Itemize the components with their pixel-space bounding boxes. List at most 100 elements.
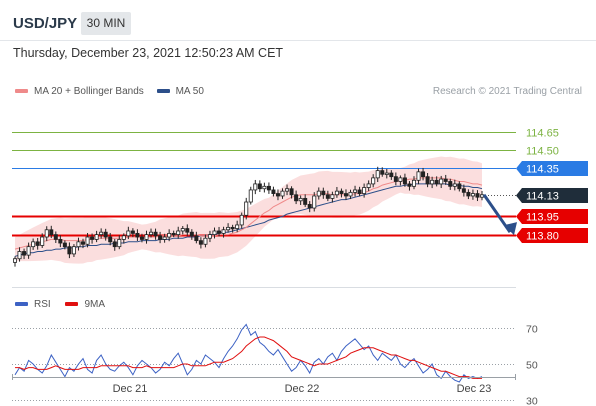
candle <box>407 181 412 191</box>
candle-body <box>130 230 135 234</box>
level-label-5: 113.80 <box>526 231 559 243</box>
candle <box>430 176 435 189</box>
candle-body <box>393 176 398 182</box>
candle <box>12 256 17 267</box>
candle <box>67 242 72 259</box>
candle-body <box>253 183 258 191</box>
candle-body <box>312 195 317 209</box>
candle <box>217 226 222 237</box>
candle <box>90 233 95 244</box>
candle-body <box>53 234 58 240</box>
candle-body <box>112 241 117 248</box>
candle <box>416 168 421 185</box>
bollinger-swatch-icon <box>15 89 28 94</box>
candle <box>162 233 167 243</box>
candle-body <box>421 171 426 178</box>
candle <box>189 229 194 240</box>
candle-body <box>457 183 462 190</box>
candle-body <box>334 190 339 196</box>
candle <box>40 233 45 248</box>
candle <box>275 189 280 201</box>
candle-body <box>434 179 439 185</box>
candle <box>198 237 203 249</box>
level-label-0: 114.65 <box>526 128 559 140</box>
candle <box>194 231 199 244</box>
candle <box>307 201 312 213</box>
candle-body <box>171 232 176 236</box>
candle <box>108 232 113 246</box>
candle <box>144 230 149 244</box>
candle <box>81 238 86 249</box>
candle <box>62 240 67 250</box>
candle <box>266 182 271 194</box>
candle <box>58 235 63 248</box>
candle-body <box>235 224 240 229</box>
candle-body <box>275 193 280 197</box>
candle <box>35 237 40 250</box>
candle-body <box>22 251 27 256</box>
candle-body <box>357 189 362 194</box>
candle <box>285 184 290 196</box>
legend-rsi-ma-label: 9MA <box>84 299 106 310</box>
candle-body <box>149 231 154 236</box>
candle-body <box>289 188 294 196</box>
candle-body <box>384 172 389 175</box>
ma50-line <box>14 183 483 257</box>
candle <box>289 186 294 199</box>
candle <box>180 226 185 235</box>
candle-body <box>398 177 403 182</box>
candle <box>149 228 154 238</box>
candle <box>421 167 426 181</box>
candle <box>411 176 416 190</box>
candle-body <box>67 246 72 255</box>
candle <box>99 228 104 239</box>
candle <box>253 179 258 195</box>
candle-body <box>466 191 471 197</box>
candle-body <box>248 189 253 203</box>
candle <box>85 233 90 248</box>
candle <box>443 174 448 185</box>
candle-body <box>321 190 326 196</box>
candle-body <box>176 230 181 236</box>
level-label-1: 114.50 <box>526 146 559 158</box>
candle-body <box>316 190 321 197</box>
candle-body <box>448 181 453 187</box>
candle-body <box>40 236 45 246</box>
candle <box>176 226 181 239</box>
candle <box>203 234 208 248</box>
candle <box>153 228 158 240</box>
candle <box>103 228 108 241</box>
bollinger-band <box>15 156 482 264</box>
candle-body <box>139 236 144 240</box>
candle-body <box>325 194 330 199</box>
rsi-ma-line <box>15 336 482 379</box>
rsi-tick-label-30: 30 <box>526 396 538 406</box>
candle-body <box>90 236 95 240</box>
candle-body <box>430 179 435 185</box>
candle <box>49 225 54 239</box>
level-tag-2 <box>516 161 588 176</box>
timeframe-badge[interactable]: 30 MIN <box>81 12 131 35</box>
level-tag-4 <box>516 209 588 224</box>
candle <box>22 248 27 260</box>
candle-body <box>226 226 231 231</box>
candle <box>384 168 389 179</box>
candle <box>44 226 49 242</box>
legend-ma50-label: MA 50 <box>175 86 204 97</box>
candle-body <box>244 201 249 216</box>
header-bar: USD/JPY 30 MIN <box>0 0 596 40</box>
candle-body <box>17 251 22 260</box>
candle-body <box>461 188 466 193</box>
legend-rsi-label: RSI <box>34 299 51 310</box>
symbol-title: USD/JPY <box>13 15 78 32</box>
candle-body <box>411 179 416 187</box>
candle <box>321 187 326 199</box>
candle <box>130 228 135 238</box>
candle-body <box>108 236 113 243</box>
candle-body <box>62 242 67 248</box>
candle-body <box>135 232 140 238</box>
credit-text: Research © 2021 Trading Central <box>432 86 582 97</box>
candle <box>348 189 353 200</box>
candle <box>325 190 330 202</box>
